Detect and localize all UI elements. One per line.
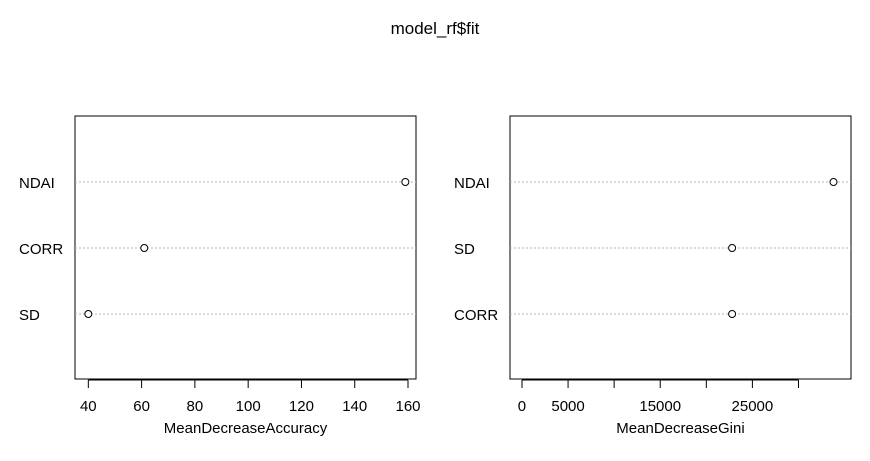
- data-point: [140, 244, 149, 252]
- x-tick-label: 100: [236, 398, 261, 415]
- data-point: [829, 178, 838, 186]
- category-label: NDAI: [454, 175, 490, 192]
- chart-title: model_rf$fit: [391, 19, 480, 38]
- x-tick-label: 120: [289, 398, 314, 415]
- x-axis-title: MeanDecreaseAccuracy: [164, 420, 328, 437]
- category-label: SD: [454, 241, 475, 258]
- data-point: [728, 310, 737, 318]
- category-label: SD: [19, 307, 40, 324]
- x-tick-label: 0: [518, 398, 526, 415]
- x-tick-label: 15000: [639, 398, 681, 415]
- x-tick-label: 5000: [551, 398, 584, 415]
- x-tick-label: 40: [80, 398, 97, 415]
- x-tick-label: 160: [395, 398, 420, 415]
- category-label: CORR: [454, 307, 498, 324]
- x-tick-label: 60: [133, 398, 150, 415]
- category-label: NDAI: [19, 175, 55, 192]
- x-tick-label: 80: [187, 398, 204, 415]
- category-label: CORR: [19, 241, 63, 258]
- data-point: [401, 178, 410, 186]
- data-point: [728, 244, 737, 252]
- x-axis-title: MeanDecreaseGini: [616, 420, 744, 437]
- x-tick-label: 25000: [732, 398, 774, 415]
- x-tick-label: 140: [342, 398, 367, 415]
- data-point: [84, 310, 93, 318]
